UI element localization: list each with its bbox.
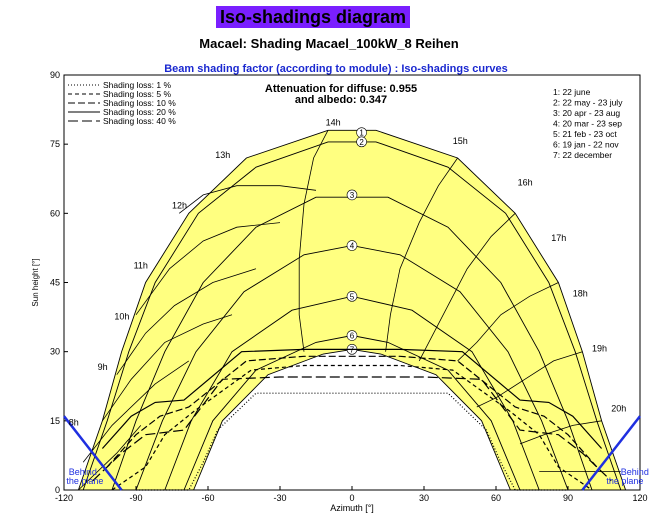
x-tick-label: 0 bbox=[349, 493, 354, 503]
legend-date-label: 1: 22 june bbox=[553, 87, 591, 97]
x-tick-label: -30 bbox=[273, 493, 286, 503]
iso-shading-curve bbox=[106, 355, 598, 468]
hour-label: 13h bbox=[215, 150, 230, 160]
iso-shading-curve bbox=[136, 392, 568, 491]
hour-label: 12h bbox=[172, 201, 187, 211]
x-tick-label: -120 bbox=[55, 493, 73, 503]
hour-label: 15h bbox=[453, 136, 468, 146]
hour-label: 17h bbox=[551, 233, 566, 243]
diffuse-attenuation-label: Attenuation for diffuse: 0.955 bbox=[265, 83, 417, 95]
sun-band-fill bbox=[78, 130, 626, 491]
behind-plane-label-right: the plane bbox=[606, 476, 643, 486]
y-tick-label: 75 bbox=[50, 139, 60, 149]
hour-label: 8h bbox=[69, 417, 79, 427]
sun-path-marker bbox=[356, 136, 367, 148]
legend-date-label: 5: 21 feb - 23 oct bbox=[553, 129, 617, 139]
hour-line bbox=[178, 185, 317, 214]
legend-date-label: 6: 19 jan - 22 nov bbox=[553, 140, 619, 150]
legend-date-label: 3: 20 apr - 23 aug bbox=[553, 108, 620, 118]
behind-plane-label-left: Behind bbox=[69, 467, 97, 477]
albedo-label: and albedo: 0.347 bbox=[295, 94, 387, 106]
sun-path-curve bbox=[82, 141, 622, 491]
legend-date-label: 7: 22 december bbox=[553, 150, 612, 160]
hour-label: 9h bbox=[98, 362, 108, 372]
hour-line bbox=[298, 130, 329, 352]
hour-line bbox=[457, 282, 559, 362]
y-tick-label: 60 bbox=[50, 208, 60, 218]
hour-line bbox=[385, 157, 458, 352]
sun-path-marker bbox=[346, 330, 358, 341]
x-axis-label: Azimuth [°] bbox=[330, 503, 374, 513]
x-tick-label: 60 bbox=[491, 493, 501, 503]
behind-plane-label-left: the plane bbox=[66, 476, 103, 486]
diagram-title: Iso-shadings diagram bbox=[216, 6, 411, 28]
sun-path-label: 6 bbox=[350, 332, 355, 341]
hour-line bbox=[519, 420, 602, 445]
behind-plane-label-right: Behind bbox=[621, 467, 649, 477]
legend-shading-label: Shading loss: 1 % bbox=[103, 80, 171, 90]
legend-date-label: 4: 20 mar - 23 sep bbox=[553, 119, 622, 129]
sun-path-marker bbox=[346, 291, 358, 302]
sun-path-marker bbox=[346, 240, 358, 251]
x-tick-label: -90 bbox=[129, 493, 142, 503]
sun-path-label: 1 bbox=[359, 129, 364, 138]
sun-path-label: 4 bbox=[350, 242, 355, 251]
hour-line bbox=[135, 222, 281, 316]
x-tick-label: 30 bbox=[419, 493, 429, 503]
legend-date-label: 2: 22 may - 23 july bbox=[553, 98, 623, 108]
x-tick-label: 120 bbox=[632, 493, 647, 503]
sun-path-label: 3 bbox=[350, 191, 355, 200]
legend-shading-label: Shading loss: 10 % bbox=[103, 98, 176, 108]
y-axis-label: Sun height [°] bbox=[31, 258, 40, 306]
x-tick-label: 90 bbox=[563, 493, 573, 503]
hour-label: 10h bbox=[114, 311, 129, 321]
hour-line bbox=[78, 425, 142, 491]
y-tick-label: 15 bbox=[50, 416, 60, 426]
iso-shading-curve bbox=[101, 348, 603, 449]
sun-path-label: 2 bbox=[359, 138, 364, 147]
hour-label: 20h bbox=[611, 404, 626, 414]
y-tick-label: 90 bbox=[50, 70, 60, 80]
behind-plane-line-right bbox=[581, 415, 641, 491]
legend-shading-label: Shading loss: 5 % bbox=[103, 89, 171, 99]
x-tick-label: -60 bbox=[201, 493, 214, 503]
hour-line bbox=[476, 351, 583, 408]
sun-path-curve bbox=[77, 129, 627, 491]
hour-label: 14h bbox=[326, 118, 341, 128]
y-tick-label: 0 bbox=[55, 485, 60, 495]
chart-title: Beam shading factor (according to module… bbox=[164, 63, 508, 75]
behind-plane-line-left bbox=[63, 415, 123, 491]
sun-path-label: 5 bbox=[350, 292, 355, 301]
y-tick-label: 45 bbox=[50, 278, 60, 288]
hour-label: 16h bbox=[518, 178, 533, 188]
hour-line bbox=[102, 314, 233, 422]
diagram-subtitle: Macael: Shading Macael_100kW_8 Reihen bbox=[199, 36, 459, 51]
hour-line bbox=[82, 360, 190, 463]
hour-label: 18h bbox=[573, 288, 588, 298]
sun-path-marker bbox=[346, 189, 358, 201]
iso-shading-curve bbox=[92, 376, 612, 482]
hour-label: 11h bbox=[134, 261, 148, 271]
legend-shading-label: Shading loss: 40 % bbox=[103, 116, 176, 126]
hour-line bbox=[418, 213, 516, 362]
iso-shading-curve bbox=[111, 364, 593, 491]
hour-label: 19h bbox=[592, 344, 607, 354]
legend-shading-label: Shading loss: 20 % bbox=[103, 107, 176, 117]
hour-line bbox=[116, 268, 257, 375]
y-tick-label: 30 bbox=[50, 347, 60, 357]
